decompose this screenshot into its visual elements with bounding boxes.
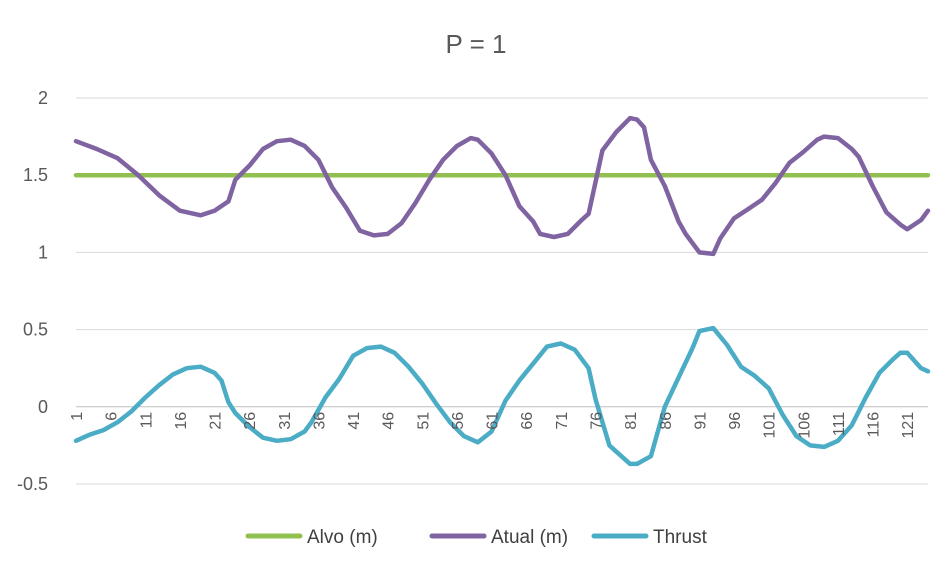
x-tick-label: 86 — [658, 412, 675, 430]
x-tick-label: 106 — [796, 412, 813, 439]
series-line-thrust — [73, 325, 931, 467]
x-tick-label: 21 — [208, 412, 225, 430]
y-tick-label: 2 — [38, 88, 48, 108]
y-tick-label: 1.5 — [23, 165, 48, 185]
x-tick-label: 56 — [450, 412, 467, 430]
x-tick-label: 41 — [346, 412, 363, 430]
series-lines — [73, 115, 931, 467]
y-tick-label: 1 — [38, 242, 48, 262]
x-tick-label: 1 — [69, 412, 86, 421]
x-tick-label: 46 — [381, 412, 398, 430]
x-tick-label: 11 — [138, 412, 155, 429]
x-tick-label: 101 — [762, 412, 779, 439]
y-tick-label: 0.5 — [23, 320, 48, 340]
x-tick-label: 61 — [485, 412, 502, 430]
x-tick-label: 111 — [831, 412, 848, 436]
x-tick-label: 31 — [277, 412, 294, 430]
legend-label: Thrust — [653, 527, 708, 548]
x-tick-label: 81 — [623, 412, 640, 430]
x-tick-label: 71 — [554, 412, 571, 430]
series-line-atual-m — [73, 115, 931, 257]
y-axis-ticks: 2 1.5 1 0.5 0 -0.5 — [17, 88, 48, 494]
x-axis-ticks: 1 6 11 16 21 26 31 36 41 46 51 56 61 66 71 76 81 86 91 96 10… — [69, 412, 917, 439]
legend-label: Atual (m) — [491, 527, 568, 548]
x-tick-label: 6 — [104, 412, 121, 421]
x-tick-label: 16 — [173, 412, 190, 430]
y-tick-label: 0 — [38, 397, 48, 417]
x-tick-label: 91 — [692, 412, 709, 430]
x-tick-label: 96 — [727, 412, 744, 430]
x-tick-label: 36 — [311, 412, 328, 430]
y-tick-label: -0.5 — [17, 474, 48, 494]
chart-title: P = 1 — [446, 29, 507, 59]
legend: Alvo (m) Atual (m) Thrust — [245, 527, 708, 548]
x-tick-label: 121 — [900, 412, 917, 439]
x-tick-label: 116 — [866, 412, 883, 438]
x-tick-label: 26 — [242, 412, 259, 430]
x-tick-label: 76 — [589, 412, 606, 430]
x-tick-label: 51 — [415, 412, 432, 430]
x-tick-label: 66 — [519, 412, 536, 430]
legend-label: Alvo (m) — [307, 527, 378, 548]
